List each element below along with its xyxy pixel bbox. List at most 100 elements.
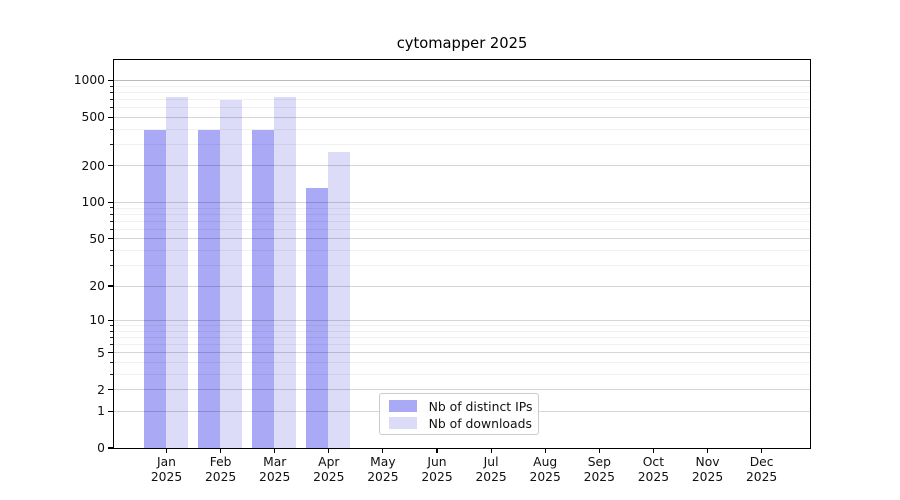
y-minor-tick-mark	[109, 264, 113, 266]
x-tick-label-may: May 2025	[355, 455, 411, 485]
y-minor-tick-mark	[109, 143, 113, 145]
y-minor-tick-mark	[109, 330, 113, 332]
x-tick-month: Nov	[695, 455, 720, 469]
x-tick-mark	[761, 449, 763, 454]
y-minor-tick-mark	[109, 336, 113, 338]
y-minor-tick-mark	[109, 324, 113, 326]
x-tick-year: 2025	[150, 469, 183, 484]
y-tick-label: 200	[81, 158, 105, 173]
legend-item-distinct-ips: Nb of distinct IPs	[380, 398, 538, 415]
y-tick-mark	[107, 238, 113, 240]
y-minor-tick-mark	[109, 361, 113, 363]
y-minor-tick-mark	[109, 343, 113, 345]
x-tick-year: 2025	[421, 469, 453, 484]
x-tick-year: 2025	[475, 469, 507, 484]
legend-label-distinct-ips: Nb of distinct IPs	[428, 398, 533, 414]
bar-distinct-ips-feb	[197, 130, 220, 448]
x-tick-mark	[544, 449, 546, 454]
y-tick-mark	[107, 201, 113, 204]
legend-label-downloads: Nb of downloads	[428, 415, 532, 431]
x-tick-month: Jul	[483, 455, 499, 469]
y-minor-tick-mark	[109, 98, 113, 100]
x-tick-month: Mar	[263, 455, 287, 469]
y-tick-label: 2	[97, 382, 105, 397]
y-tick-label: 5	[97, 345, 105, 360]
bar-distinct-ips-mar	[251, 130, 274, 448]
y-tick-mark	[107, 79, 113, 81]
x-tick-year: 2025	[204, 469, 237, 484]
x-tick-month: Aug	[533, 455, 558, 469]
x-tick-mark	[652, 449, 654, 454]
x-tick-label-jun: Jun 2025	[409, 455, 465, 485]
chart-title: cytomapper 2025	[396, 35, 528, 52]
x-tick-month: Apr	[318, 455, 340, 469]
x-tick-month: Jan	[157, 455, 176, 469]
x-tick-mark	[165, 449, 168, 454]
y-minor-tick-mark	[109, 220, 113, 222]
x-tick-label-apr: Apr 2025	[301, 455, 357, 485]
x-tick-mark	[274, 449, 276, 454]
x-tick-mark	[220, 449, 222, 454]
x-tick-year: 2025	[313, 469, 345, 484]
bar-downloads-feb	[219, 99, 242, 448]
x-tick-year: 2025	[259, 469, 291, 484]
y-minor-tick-mark	[109, 107, 113, 109]
y-tick-mark	[107, 319, 113, 321]
y-tick-label: 100	[81, 195, 105, 210]
bar-distinct-ips-jan	[143, 130, 166, 448]
y-tick-mark	[107, 352, 113, 354]
y-tick-mark	[107, 410, 113, 412]
x-tick-mark	[706, 449, 709, 454]
y-tick-mark	[107, 285, 113, 287]
legend-item-downloads: Nb of downloads	[380, 415, 538, 432]
y-tick-label: 500	[81, 110, 105, 125]
y-minor-tick-mark	[109, 373, 113, 375]
y-minor-tick-mark	[109, 85, 113, 87]
x-tick-label-nov: Nov 2025	[680, 455, 736, 485]
y-tick-label: 1000	[73, 73, 105, 88]
x-tick-year: 2025	[529, 469, 561, 484]
y-tick-label: 0	[97, 441, 105, 455]
legend-swatch-distinct-ips	[388, 400, 417, 413]
x-tick-month: Feb	[209, 455, 232, 469]
x-tick-label-feb: Feb 2025	[193, 455, 249, 485]
y-minor-tick-mark	[109, 91, 113, 93]
x-tick-month: Sep	[587, 455, 611, 469]
x-tick-year: 2025	[637, 469, 670, 484]
x-tick-mark	[382, 449, 384, 454]
x-tick-mark	[490, 449, 492, 454]
y-tick-mark	[107, 165, 113, 167]
x-tick-label-jan: Jan 2025	[139, 455, 195, 485]
bar-distinct-ips-apr	[305, 188, 328, 448]
x-tick-label-sep: Sep 2025	[571, 455, 627, 485]
y-tick-mark	[107, 447, 113, 449]
x-tick-mark	[436, 449, 438, 454]
y-tick-mark	[107, 388, 113, 391]
y-tick-mark	[107, 116, 113, 118]
y-tick-label: 20	[89, 279, 105, 293]
x-tick-month: Oct	[642, 455, 665, 469]
legend: Nb of distinct IPs Nb of downloads	[378, 392, 539, 435]
bar-downloads-jan	[165, 97, 188, 448]
bar-downloads-apr	[327, 151, 350, 448]
y-tick-label: 50	[89, 231, 105, 246]
y-minor-tick-mark	[109, 128, 113, 130]
x-tick-label-oct: Oct 2025	[625, 455, 681, 485]
x-tick-year: 2025	[367, 469, 399, 484]
y-tick-label: 10	[89, 313, 105, 328]
x-tick-year: 2025	[583, 469, 615, 484]
bar-downloads-mar	[273, 97, 296, 448]
x-tick-label-dec: Dec 2025	[734, 455, 790, 485]
x-tick-label-mar: Mar 2025	[247, 455, 303, 485]
x-tick-mark	[328, 449, 330, 454]
x-tick-month: Jun	[427, 455, 447, 469]
x-tick-label-jul: Jul 2025	[463, 455, 519, 485]
x-tick-year: 2025	[745, 469, 778, 484]
x-tick-month: Dec	[749, 455, 774, 469]
x-tick-month: May	[370, 455, 396, 469]
y-minor-tick-mark	[109, 228, 113, 230]
y-tick-label: 1	[97, 404, 105, 419]
legend-swatch-downloads	[388, 417, 417, 430]
x-tick-mark	[598, 449, 600, 454]
